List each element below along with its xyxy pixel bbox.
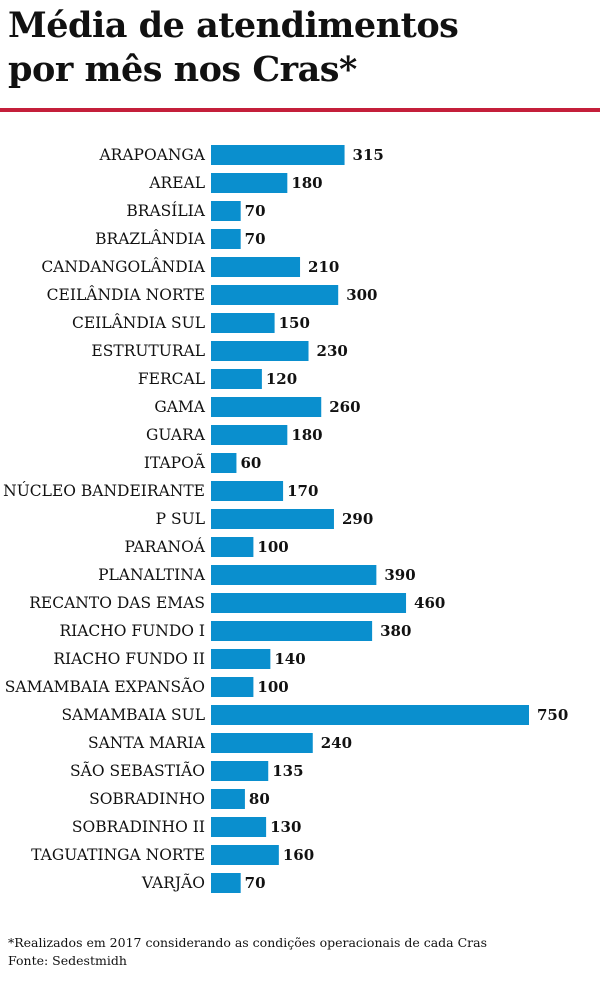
- category-label: SÃO SEBASTIÃO: [70, 762, 205, 780]
- footnote: *Realizados em 2017 considerando as cond…: [8, 935, 487, 950]
- bar: [211, 481, 284, 501]
- value-label: 460: [414, 594, 445, 612]
- bars-group: ARAPOANGA 315 AREAL 180 BRASÍLIA 70 BRAZLÂNDIA…: [3, 145, 568, 893]
- category-label: RIACHO FUNDO II: [53, 650, 205, 668]
- value-label: 290: [342, 510, 373, 528]
- bar: [211, 817, 267, 837]
- bar: [211, 425, 288, 445]
- title-divider: [0, 108, 600, 112]
- bar: [211, 453, 237, 473]
- value-label: 70: [245, 230, 266, 248]
- bar: [211, 369, 262, 389]
- category-label: PLANALTINA: [98, 566, 206, 584]
- category-label: TAGUATINGA NORTE: [31, 846, 205, 864]
- bar: [211, 285, 339, 305]
- value-label: 70: [245, 874, 266, 892]
- category-label: GUARA: [146, 426, 206, 444]
- value-label: 210: [308, 258, 339, 276]
- category-label: CEILÂNDIA SUL: [72, 314, 205, 332]
- category-label: ESTRUTURAL: [91, 342, 205, 360]
- bar: [211, 677, 254, 697]
- bar: [211, 649, 271, 669]
- category-label: RECANTO DAS EMAS: [29, 594, 205, 612]
- category-label: ARAPOANGA: [98, 146, 205, 164]
- bar: [211, 593, 407, 613]
- category-label: SANTA MARIA: [88, 734, 206, 752]
- category-label: SAMAMBAIA SUL: [61, 706, 205, 724]
- value-label: 160: [283, 846, 314, 864]
- value-label: 300: [346, 286, 377, 304]
- value-label: 240: [321, 734, 352, 752]
- category-label: BRAZLÂNDIA: [95, 230, 206, 248]
- category-label: NÚCLEO BANDEIRANTE: [3, 482, 205, 500]
- category-label: FERCAL: [138, 370, 205, 388]
- bar: [211, 341, 309, 361]
- bar: [211, 845, 279, 865]
- value-label: 315: [353, 146, 384, 164]
- value-label: 70: [245, 202, 266, 220]
- chart-footer: *Realizados em 2017 considerando as cond…: [8, 934, 598, 970]
- value-label: 390: [384, 566, 415, 584]
- value-label: 135: [272, 762, 303, 780]
- value-label: 80: [249, 790, 270, 808]
- bar: [211, 705, 529, 725]
- bar: [211, 229, 241, 249]
- value-label: 130: [270, 818, 301, 836]
- category-label: SOBRADINHO: [89, 790, 205, 808]
- value-label: 180: [291, 174, 322, 192]
- category-label: SAMAMBAIA EXPANSÃO: [5, 678, 205, 696]
- category-label: PARANOÁ: [124, 538, 205, 556]
- bar: [211, 789, 245, 809]
- value-label: 380: [380, 622, 411, 640]
- bar: [211, 761, 269, 781]
- category-label: GAMA: [154, 398, 205, 416]
- bar: [211, 313, 275, 333]
- bar: [211, 509, 334, 529]
- bar: [211, 397, 322, 417]
- bar: [211, 621, 373, 641]
- value-label: 750: [537, 706, 568, 724]
- category-label: ITAPOÃ: [144, 454, 206, 472]
- bar: [211, 565, 377, 585]
- category-label: VARJÃO: [141, 874, 205, 892]
- bar: [211, 201, 241, 221]
- category-label: AREAL: [148, 174, 205, 192]
- source-credit: Fonte: Sedestmidh: [8, 953, 127, 968]
- category-label: P SUL: [156, 510, 205, 528]
- chart-title-line-2: por mês nos Cras*: [8, 49, 357, 90]
- value-label: 260: [329, 398, 360, 416]
- bar-chart: ARAPOANGA 315 AREAL 180 BRASÍLIA 70 BRAZLÂNDIA…: [3, 145, 568, 893]
- category-label: CANDANGOLÂNDIA: [41, 258, 205, 276]
- bar: [211, 537, 254, 557]
- chart-title: Média de atendimentos por mês nos Cras*: [8, 4, 588, 92]
- bar: [211, 257, 301, 277]
- bar: [211, 173, 288, 193]
- chart-title-line-1: Média de atendimentos: [8, 5, 459, 46]
- bar: [211, 733, 313, 753]
- value-label: 60: [240, 454, 261, 472]
- value-label: 140: [274, 650, 305, 668]
- value-label: 150: [279, 314, 310, 332]
- value-label: 180: [291, 426, 322, 444]
- bar: [211, 145, 345, 165]
- value-label: 120: [266, 370, 297, 388]
- category-label: SOBRADINHO II: [72, 818, 205, 836]
- category-label: CEILÂNDIA NORTE: [47, 286, 205, 304]
- category-label: RIACHO FUNDO I: [59, 622, 205, 640]
- value-label: 100: [257, 678, 288, 696]
- value-label: 100: [257, 538, 288, 556]
- bar: [211, 873, 241, 893]
- category-label: BRASÍLIA: [126, 202, 205, 220]
- value-label: 230: [317, 342, 348, 360]
- value-label: 170: [287, 482, 318, 500]
